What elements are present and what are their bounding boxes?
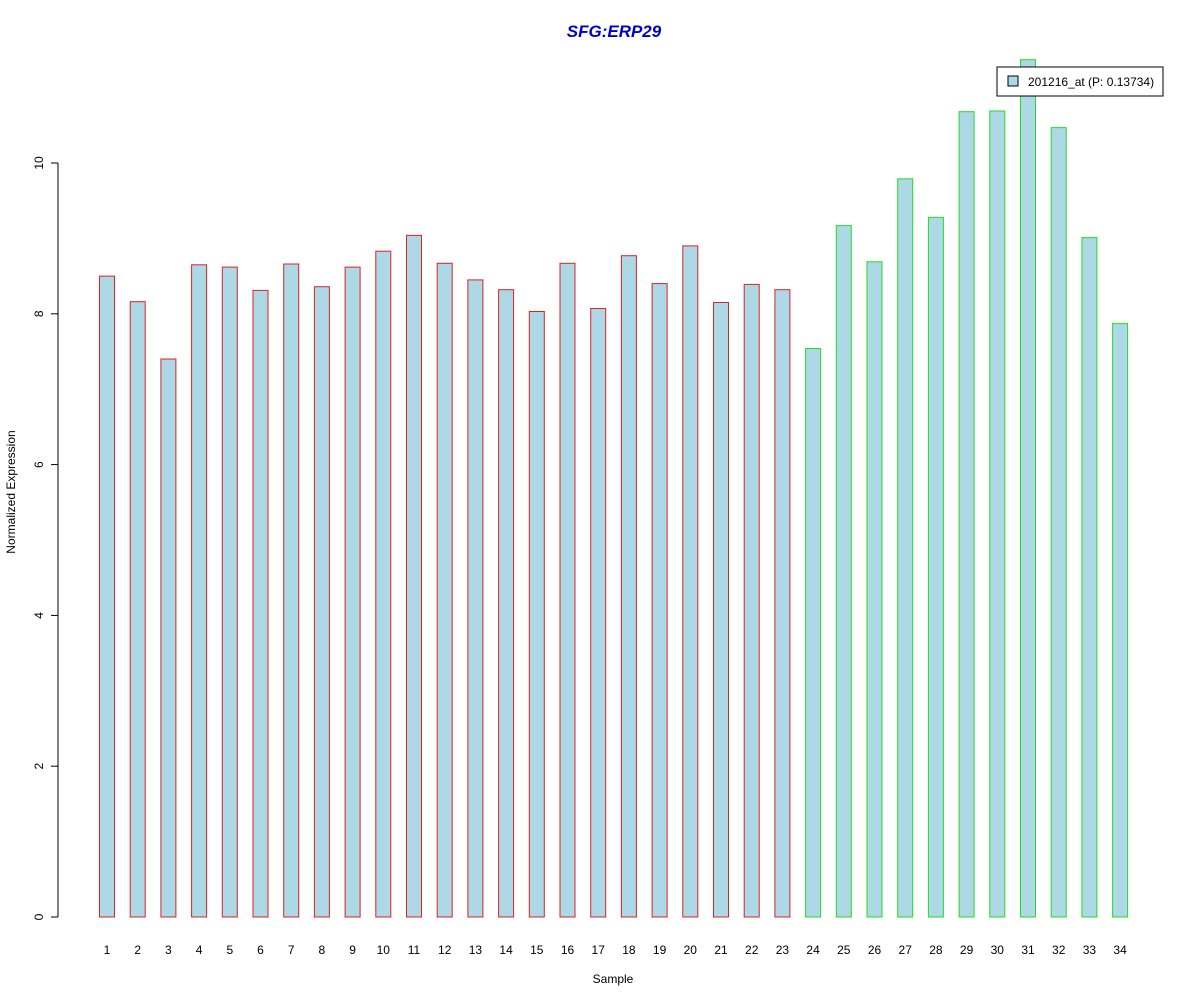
- x-tick-label: 25: [837, 943, 851, 957]
- x-tick-label: 10: [377, 943, 391, 957]
- legend-swatch: [1007, 75, 1019, 87]
- y-tick-label: 8: [32, 310, 46, 317]
- bar-sample-29: [958, 111, 975, 918]
- x-tick-label: 14: [499, 943, 513, 957]
- x-tick-label: 33: [1083, 943, 1097, 957]
- x-tick-label: 12: [438, 943, 452, 957]
- y-tick-label: 6: [32, 461, 46, 468]
- x-tick-label: 22: [745, 943, 759, 957]
- y-axis-label: Normalized Expression: [4, 430, 18, 553]
- bar-sample-21: [713, 302, 729, 918]
- bars: [99, 59, 1129, 918]
- x-tick-label: 21: [714, 943, 728, 957]
- x-tick-label: 18: [622, 943, 636, 957]
- x-tick-label: 9: [349, 943, 356, 957]
- bar-sample-4: [191, 264, 208, 918]
- bar-sample-27: [897, 178, 914, 918]
- bar-sample-11: [406, 234, 422, 918]
- x-tick-label: 17: [592, 943, 606, 957]
- bar-sample-18: [620, 255, 637, 918]
- y-axis: 0 2 4 6 8 10: [32, 156, 59, 920]
- y-tick-label: 0: [32, 913, 46, 920]
- chart-title: SFG:ERP29: [567, 22, 662, 41]
- bar-sample-33: [1081, 237, 1098, 918]
- x-tick-label: 13: [469, 943, 483, 957]
- legend-box: [996, 66, 1164, 97]
- bar-sample-17: [590, 308, 607, 918]
- bar-sample-30: [989, 110, 1006, 918]
- bar-sample-16: [559, 262, 576, 918]
- bar-sample-3: [160, 358, 177, 918]
- bar-sample-32: [1050, 127, 1067, 918]
- x-tick-label: 20: [684, 943, 698, 957]
- bar-sample-19: [651, 283, 668, 918]
- legend: 201216_at (P: 0.13734): [996, 66, 1164, 97]
- bar-sample-9: [344, 266, 361, 918]
- x-tick-label: 8: [319, 943, 326, 957]
- x-tick-label: 23: [776, 943, 790, 957]
- x-tick-label: 4: [196, 943, 203, 957]
- x-tick-label: 16: [561, 943, 575, 957]
- bar-sample-8: [313, 286, 330, 918]
- x-tick-label: 1: [104, 943, 111, 957]
- x-tick-label: 30: [991, 943, 1005, 957]
- bar-sample-15: [528, 311, 545, 918]
- bar-sample-23: [774, 289, 791, 918]
- bar-sample-31: [1020, 59, 1036, 918]
- bar-sample-7: [283, 263, 300, 918]
- x-tick-label: 26: [868, 943, 882, 957]
- bar-sample-34: [1112, 323, 1129, 918]
- x-tick-label: 31: [1021, 943, 1035, 957]
- x-tick-label: 11: [408, 943, 421, 957]
- x-tick-label: 29: [960, 943, 974, 957]
- bar-sample-5: [221, 266, 238, 918]
- bar-sample-2: [129, 301, 146, 918]
- bar-sample-14: [498, 289, 515, 918]
- x-tick-label: 27: [899, 943, 913, 957]
- bar-sample-25: [835, 225, 852, 918]
- legend-label: 201216_at (P: 0.13734): [1028, 75, 1154, 89]
- x-tick-label: 3: [165, 943, 172, 957]
- x-tick-label: 28: [929, 943, 943, 957]
- bar-sample-1: [99, 275, 115, 918]
- bar-sample-28: [927, 216, 944, 918]
- y-tick-label: 4: [32, 612, 46, 619]
- bar-sample-6: [252, 289, 269, 918]
- x-tick-label: 5: [226, 943, 233, 957]
- bar-sample-24: [805, 348, 822, 918]
- bar-sample-13: [467, 279, 484, 918]
- x-tick-label: 24: [806, 943, 820, 957]
- x-tick-label: 2: [134, 943, 141, 957]
- bar-sample-20: [682, 245, 699, 918]
- x-tick-labels: 1 2 3 4 5 6 7 8 9 10 11 12 13 14 15 16 17 18 19 20 21 22 23 24 2…: [104, 943, 1127, 957]
- y-tick-label: 2: [32, 763, 46, 770]
- bar-sample-26: [866, 261, 883, 918]
- x-axis-label: Sample: [593, 972, 634, 986]
- y-tick-label: 10: [32, 156, 46, 170]
- x-tick-label: 34: [1113, 943, 1127, 957]
- x-tick-label: 32: [1052, 943, 1066, 957]
- x-tick-label: 15: [530, 943, 544, 957]
- bar-sample-10: [375, 250, 392, 918]
- x-tick-label: 6: [257, 943, 264, 957]
- x-tick-label: 7: [288, 943, 295, 957]
- bar-sample-22: [743, 283, 760, 918]
- bar-sample-12: [436, 262, 453, 918]
- x-tick-label: 19: [653, 943, 667, 957]
